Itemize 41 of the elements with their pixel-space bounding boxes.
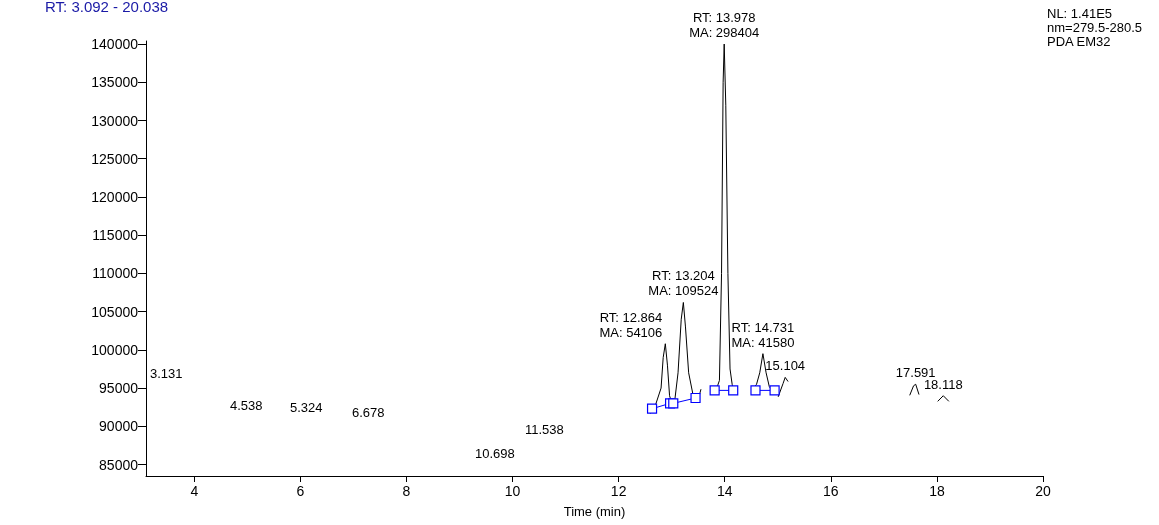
annotation: 11.538 — [525, 422, 564, 437]
y-tick-label: 135000 — [91, 74, 139, 91]
annotation: 10.698 — [475, 446, 515, 461]
point — [690, 392, 701, 404]
y-tick-label: 100000 — [91, 341, 139, 358]
x-tick-label: 8 — [402, 483, 411, 499]
text: NL: 1.41E5 nm=279.5-280.5 PDA EM32 — [1047, 5, 1146, 49]
x-tick-label: 14 — [716, 483, 733, 499]
y-tick-label: 130000 — [91, 112, 139, 129]
annotation: RT: 13.978 MA: 298404 — [689, 10, 760, 41]
annotation: 15.104 — [765, 358, 806, 374]
point — [769, 385, 780, 396]
y-tick-label: 125000 — [91, 150, 139, 167]
annotation: 5.324 — [290, 400, 323, 415]
chart-title: RT: 3.092 - 20.038 — [45, 0, 169, 15]
annotation: 3.131 — [150, 366, 183, 381]
annotation: RT: 12.864 MA: 54106 — [599, 309, 663, 340]
y-tick-label: 120000 — [91, 188, 139, 205]
x-tick-label: 12 — [610, 483, 627, 499]
y-tick-label: 110000 — [92, 265, 139, 282]
point — [709, 385, 720, 396]
y-tick-label: 95000 — [99, 380, 139, 397]
x-tick-label: 10 — [504, 483, 521, 499]
y-tick-label: 105000 — [91, 303, 139, 320]
x-tick-label: 18 — [929, 483, 945, 499]
point — [728, 385, 739, 396]
annotation: RT: 13.204 MA: 109524 — [648, 268, 719, 299]
annotation: 4.538 — [230, 398, 263, 413]
annotation: 6.678 — [352, 405, 385, 420]
x-tick-label: 20 — [1035, 483, 1051, 499]
y-tick-label: 115000 — [92, 227, 139, 244]
x-tick-label: 6 — [296, 483, 305, 499]
annotation: RT: 14.731 MA: 41580 — [731, 319, 795, 350]
x-tick-label: 4 — [190, 483, 199, 499]
y-tick-label: 85000 — [99, 456, 139, 473]
y-tick-label: 140000 — [91, 36, 139, 53]
point — [646, 403, 658, 414]
x-tick-label: 16 — [823, 483, 839, 499]
y-tick-label: 90000 — [99, 418, 139, 435]
point — [750, 385, 761, 396]
x-axis-title: Time (min) — [563, 504, 626, 519]
